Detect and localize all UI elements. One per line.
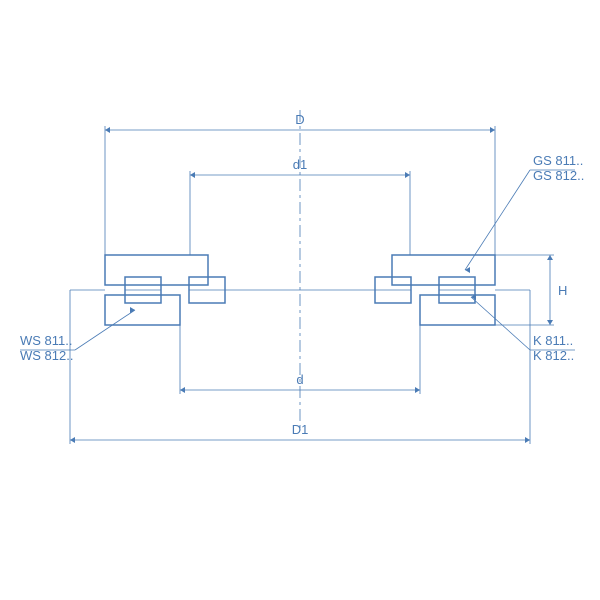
dim-d1: d1 — [293, 157, 307, 172]
upper-ring-right — [392, 255, 495, 285]
dim-D1: D1 — [292, 422, 309, 437]
dim-D: D — [295, 112, 304, 127]
label-WS812: WS 812.. — [20, 348, 73, 363]
label-GS811: GS 811.. — [533, 153, 583, 168]
label-K811: K 811.. — [533, 333, 573, 348]
upper-ring-left — [105, 255, 208, 285]
label-GS812: GS 812.. — [533, 168, 584, 183]
label-WS811: WS 811.. — [20, 333, 73, 348]
dim-H: H — [558, 283, 567, 298]
lower-ring-left — [105, 295, 180, 325]
label-K812: K 812.. — [533, 348, 574, 363]
dim-d: d — [296, 372, 303, 387]
lower-ring-right — [420, 295, 495, 325]
